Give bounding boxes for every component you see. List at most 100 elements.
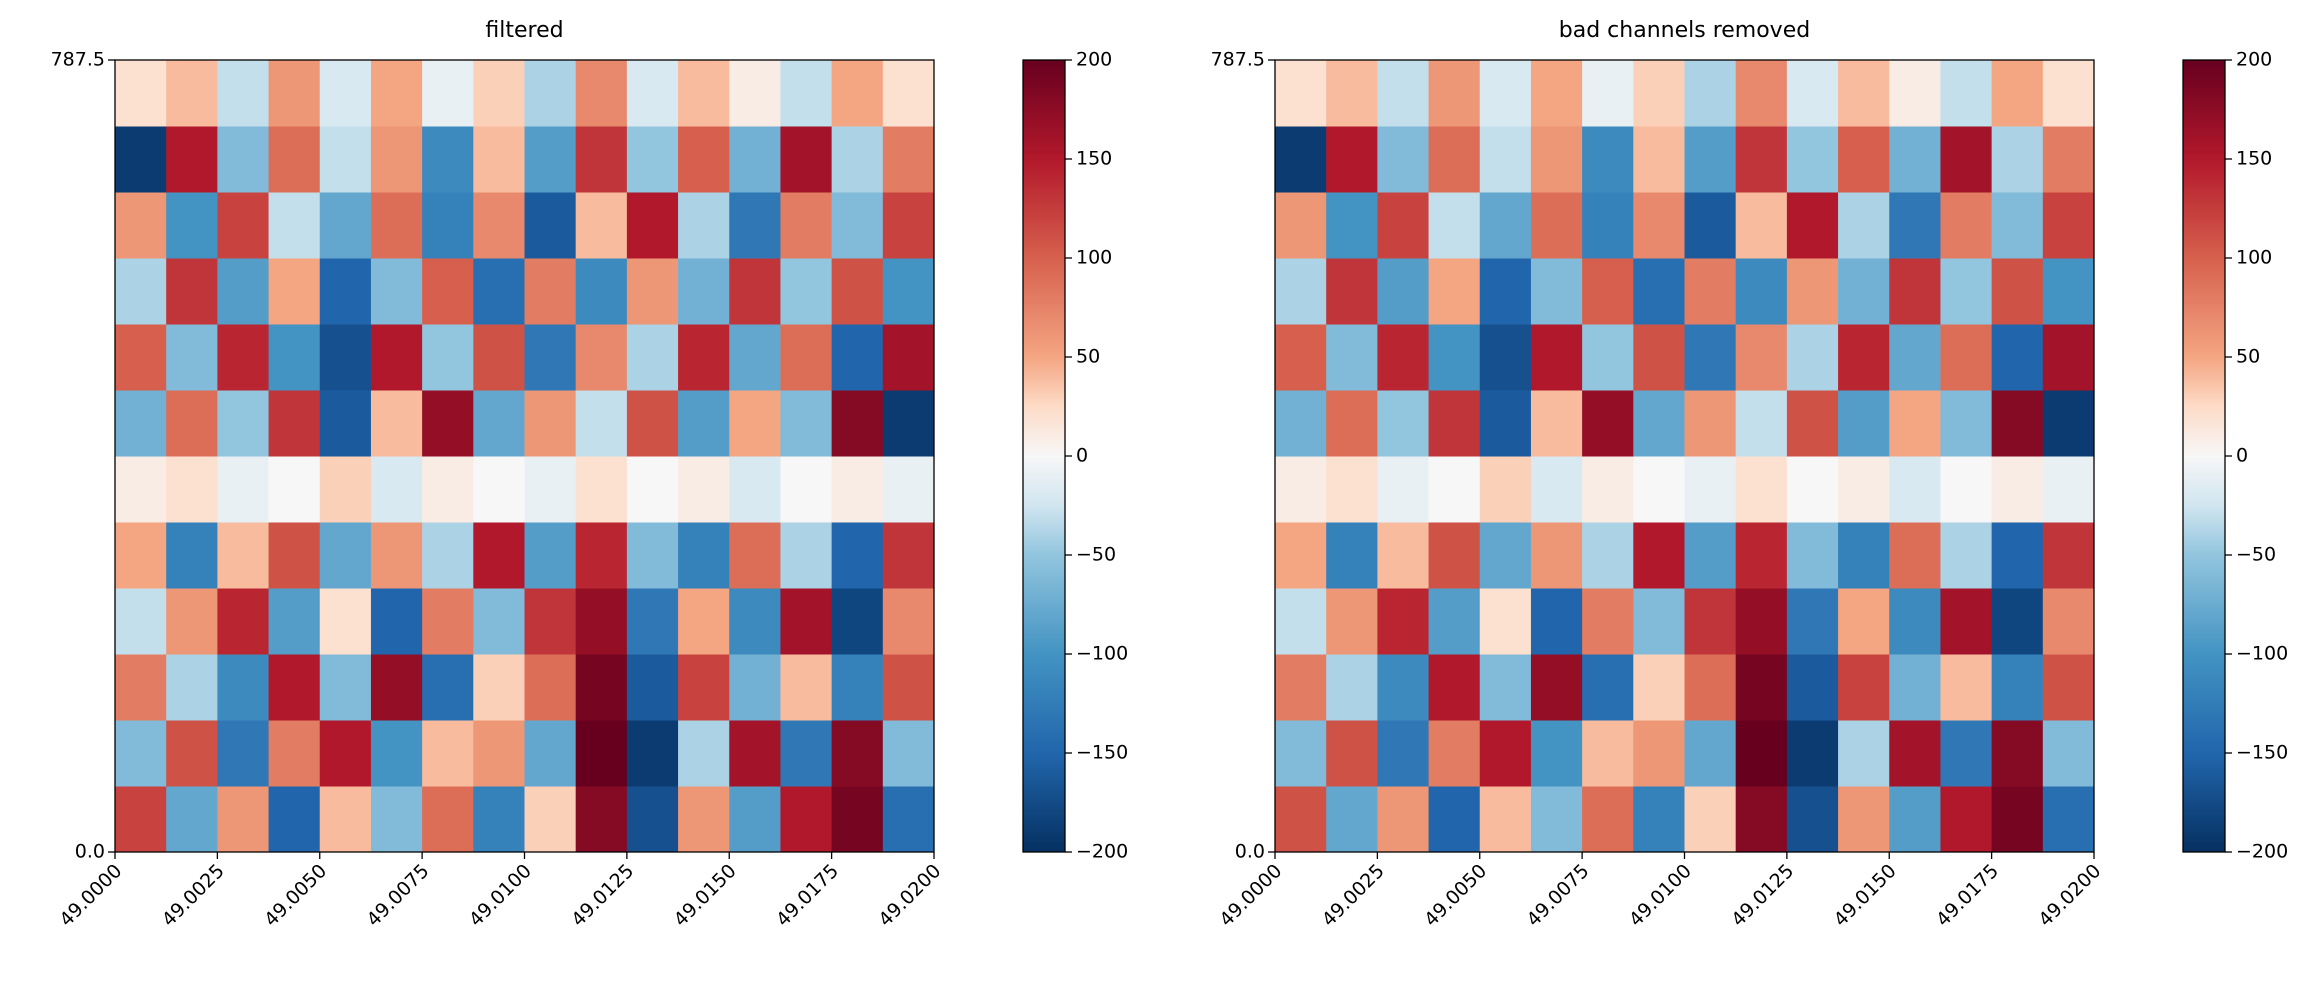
heatmap-cell <box>217 192 270 259</box>
x-tick-label: 49.0175 <box>1932 860 2003 931</box>
heatmap-cell <box>831 60 884 127</box>
heatmap-cell <box>1479 192 1532 259</box>
heatmap-cell <box>1275 654 1327 721</box>
heatmap-cell <box>1275 324 1327 391</box>
heatmap-cell <box>115 456 167 523</box>
colorbar-tick-label: −50 <box>1076 544 1116 566</box>
heatmap-cell <box>2042 60 2095 127</box>
heatmap-cell <box>729 522 781 589</box>
colorbar-tick-label: 200 <box>1076 49 1112 71</box>
heatmap-cell <box>524 588 577 655</box>
heatmap-cell <box>319 390 372 457</box>
heatmap-cell <box>1991 390 2044 457</box>
heatmap-cell <box>575 786 628 853</box>
colorbar-tick-label: −200 <box>2236 841 2288 863</box>
heatmap-cell <box>422 588 474 655</box>
heatmap-cell <box>1275 126 1327 193</box>
heatmap-cell <box>831 258 884 325</box>
heatmap-cell <box>1838 258 1890 325</box>
heatmap-cell <box>1940 324 1993 391</box>
heatmap-cell <box>268 522 321 589</box>
heatmap-cell <box>1735 522 1788 589</box>
heatmap-cell <box>319 324 372 391</box>
heatmap-cell <box>115 60 167 127</box>
heatmap-cell <box>1735 126 1788 193</box>
heatmap-cell <box>422 192 474 259</box>
heatmap-cell <box>1530 588 1583 655</box>
y-tick-label: 0.0 <box>75 841 105 863</box>
heatmap-cell <box>780 192 833 259</box>
heatmap-cell <box>575 390 628 457</box>
heatmap-cell <box>882 786 935 853</box>
heatmap-cell <box>2042 192 2095 259</box>
heatmap-cell <box>1889 720 1941 787</box>
heatmap-cell <box>422 654 474 721</box>
heatmap-cell <box>1428 720 1481 787</box>
colorbar-tick-label: −150 <box>2236 742 2288 764</box>
heatmap-cell <box>370 654 423 721</box>
heatmap-cell <box>1940 654 1993 721</box>
heatmap-cell <box>1479 522 1532 589</box>
heatmap-cell <box>268 258 321 325</box>
heatmap-cell <box>1684 588 1737 655</box>
heatmap-cell <box>1479 324 1532 391</box>
heatmap-cell <box>1530 60 1583 127</box>
heatmap-cell <box>524 258 577 325</box>
heatmap-cell <box>2042 786 2095 853</box>
heatmap-cell <box>831 654 884 721</box>
heatmap-cell <box>268 126 321 193</box>
heatmap-cell <box>1684 126 1737 193</box>
heatmap-cell <box>831 522 884 589</box>
heatmap-cell <box>268 654 321 721</box>
heatmap-cell <box>166 720 218 787</box>
heatmap-cell <box>422 522 474 589</box>
heatmap-cell <box>524 324 577 391</box>
heatmap-cell <box>319 60 372 127</box>
heatmap-cell <box>524 192 577 259</box>
heatmap-cell <box>422 390 474 457</box>
heatmap-cell <box>473 720 525 787</box>
heatmap-cell <box>1633 456 1685 523</box>
heatmap-cell <box>1735 390 1788 457</box>
heatmap-cell <box>1735 654 1788 721</box>
heatmap-cell <box>1377 390 1430 457</box>
heatmap-cell <box>2042 258 2095 325</box>
heatmap-cell <box>1582 258 1634 325</box>
heatmap-cell <box>729 390 781 457</box>
heatmap-cell <box>473 786 525 853</box>
heatmap-cell <box>729 786 781 853</box>
heatmap-cell <box>1428 60 1481 127</box>
heatmap-cell <box>1889 522 1941 589</box>
heatmap-cell <box>1530 456 1583 523</box>
heatmap-cell <box>1735 258 1788 325</box>
heatmap-cell <box>1940 258 1993 325</box>
heatmap-cell <box>678 654 730 721</box>
heatmap-cell <box>370 126 423 193</box>
heatmap-cell <box>166 258 218 325</box>
heatmap-cell <box>217 522 270 589</box>
heatmap-cell <box>1275 258 1327 325</box>
heatmap-cell <box>370 456 423 523</box>
heatmap-cell <box>1633 720 1685 787</box>
heatmap-cell <box>268 192 321 259</box>
heatmap-cell <box>115 588 167 655</box>
heatmap-cell <box>217 126 270 193</box>
heatmap-cell <box>1786 588 1839 655</box>
heatmap-cell <box>217 456 270 523</box>
heatmap-cell <box>1786 60 1839 127</box>
heatmap-cell <box>780 720 833 787</box>
heatmap-cell <box>1735 192 1788 259</box>
heatmap-cell <box>1838 60 1890 127</box>
x-tick-label: 49.0050 <box>260 860 331 931</box>
heatmap-cell <box>1633 522 1685 589</box>
colorbar-tick-label: −100 <box>2236 643 2288 665</box>
heatmap-cell <box>370 720 423 787</box>
heatmap-cell <box>1428 258 1481 325</box>
heatmap-cell <box>1428 786 1481 853</box>
heatmap-cell <box>1940 786 1993 853</box>
heatmap-cell <box>1326 60 1378 127</box>
heatmap-cell <box>1479 390 1532 457</box>
heatmap-cell <box>780 654 833 721</box>
heatmap-cell <box>1786 324 1839 391</box>
x-tick-label: 49.0125 <box>567 860 638 931</box>
